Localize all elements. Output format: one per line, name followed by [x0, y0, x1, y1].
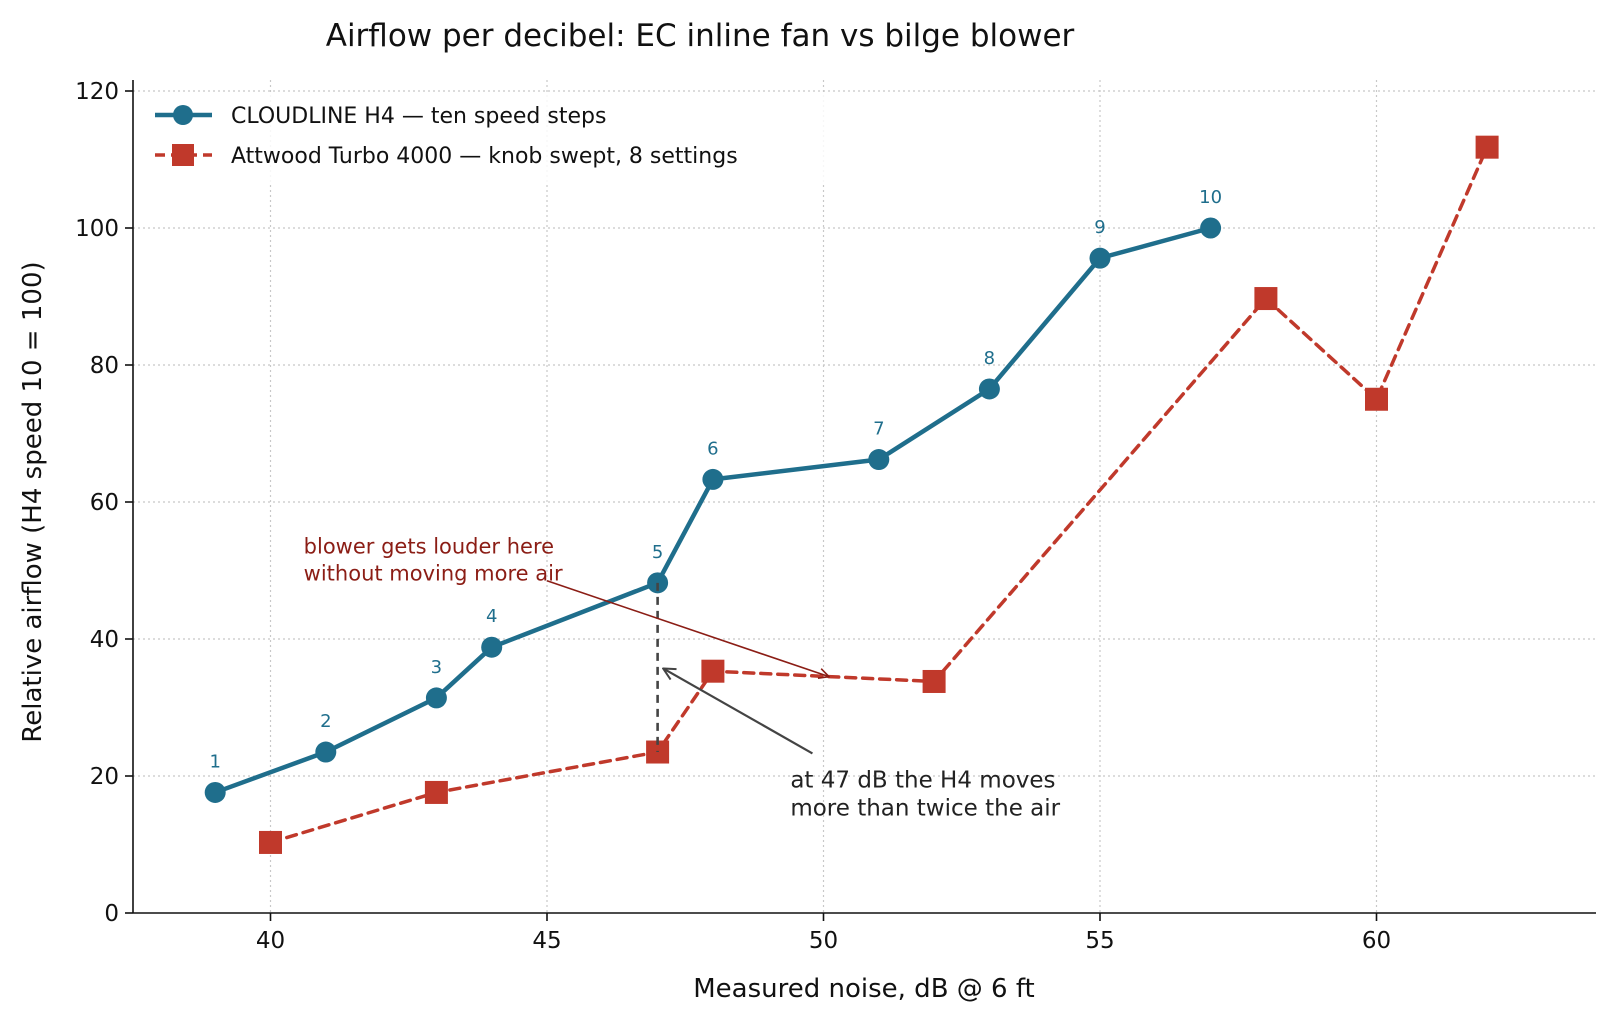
annotations: blower gets louder here without moving mo… — [304, 534, 1061, 821]
legend-swatch-marker-h4 — [173, 105, 193, 125]
data-point-h4 — [978, 378, 1000, 400]
annotation-arrow-h4 — [663, 668, 813, 755]
speed-step-label: 9 — [1094, 217, 1105, 238]
x-tick-label: 55 — [1085, 928, 1114, 954]
data-point-h4 — [1200, 217, 1222, 239]
data-point-h4 — [1089, 247, 1111, 269]
legend-label-attwood: Attwood Turbo 4000 — knob swept, 8 setti… — [231, 144, 738, 169]
annotation-arrow-blower — [546, 580, 829, 677]
data-point-h4 — [702, 468, 724, 490]
annotation-text-blower: without moving more air — [304, 561, 563, 585]
y-tick-label: 0 — [104, 901, 119, 927]
speed-step-label: 10 — [1199, 187, 1222, 208]
grid — [133, 80, 1596, 913]
axes — [132, 80, 1596, 914]
speed-step-label: 2 — [320, 711, 331, 732]
speed-step-label: 5 — [652, 542, 663, 563]
data-point-attwood — [1254, 287, 1278, 311]
data-point-h4 — [868, 449, 890, 471]
series-line-h4 — [212, 225, 1213, 795]
y-tick-label: 20 — [90, 764, 119, 790]
x-tick-label: 50 — [809, 928, 838, 954]
annotation-text-h4: at 47 dB the H4 moves — [790, 768, 1055, 794]
data-point-h4 — [425, 687, 447, 709]
legend: CLOUDLINE H4 — ten speed steps Attwood T… — [145, 92, 865, 182]
series-attwood — [259, 135, 1499, 854]
x-tick-label: 40 — [256, 928, 285, 954]
speed-step-label: 8 — [984, 348, 995, 369]
annotation-text-blower: blower gets louder here — [304, 534, 554, 558]
speed-step-label: 7 — [873, 419, 884, 440]
x-tick-label: 45 — [532, 928, 561, 954]
y-axis-title: Relative airflow (H4 speed 10 = 100) — [18, 261, 48, 742]
annotation-text-h4: more than twice the air — [790, 796, 1060, 822]
speed-step-label: 6 — [707, 438, 718, 459]
data-point-h4 — [481, 636, 503, 658]
legend-box — [145, 92, 865, 182]
y-tick-label: 40 — [90, 627, 119, 653]
legend-label-h4: CLOUDLINE H4 — ten speed steps — [231, 104, 606, 129]
series-h4: 1 2 3 4 5 6 7 8 9 10 — [204, 187, 1222, 803]
legend-swatch-marker-attwood — [172, 144, 194, 166]
y-tick-label: 100 — [75, 216, 119, 242]
y-tick-label: 120 — [75, 79, 119, 105]
data-point-attwood — [1365, 387, 1388, 411]
data-point-attwood — [1475, 135, 1499, 159]
series-line-attwood — [268, 145, 1489, 845]
data-point-attwood — [922, 669, 946, 693]
x-tick-label: 60 — [1362, 928, 1391, 954]
chart-title: Airflow per decibel: EC inline fan vs bi… — [326, 18, 1075, 54]
x-axis-title: Measured noise, dB @ 6 ft — [693, 974, 1035, 1004]
speed-step-label: 3 — [431, 657, 442, 678]
speed-step-label: 4 — [486, 606, 497, 627]
data-point-attwood — [701, 659, 725, 683]
speed-step-label: 1 — [209, 751, 220, 772]
series: 1 2 3 4 5 6 7 8 9 10 — [204, 135, 1499, 854]
data-point-h4 — [315, 741, 337, 763]
data-point-attwood — [259, 830, 282, 854]
data-point-attwood — [424, 780, 448, 804]
y-tick-label: 60 — [90, 490, 119, 516]
data-point-h4 — [204, 781, 226, 803]
y-tick-label: 80 — [90, 353, 119, 379]
